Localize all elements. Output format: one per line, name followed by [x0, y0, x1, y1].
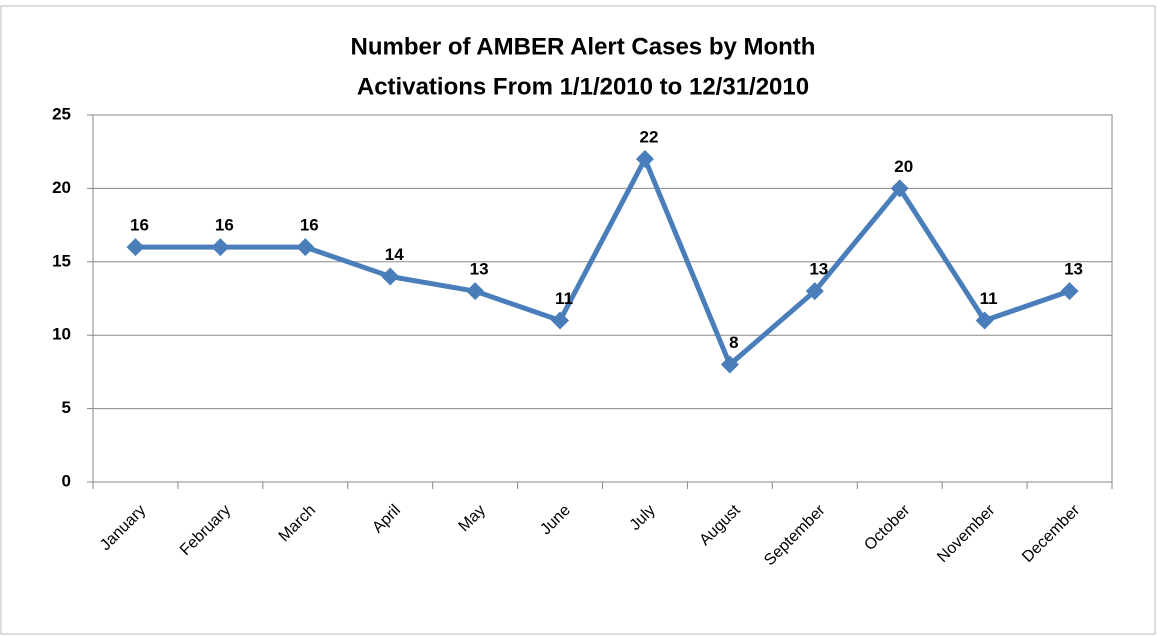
marker — [551, 311, 570, 330]
data-label: 20 — [894, 157, 913, 176]
marker — [975, 311, 994, 330]
chart-subtitle: Activations From 1/1/2010 to 12/31/2010 — [357, 73, 809, 100]
series-line — [135, 156, 1071, 368]
marker — [211, 238, 230, 257]
data-label: 16 — [300, 216, 319, 235]
marker — [1060, 282, 1079, 301]
marker — [296, 238, 315, 257]
y-tick-label: 5 — [62, 398, 71, 417]
y-tick-label: 15 — [52, 251, 71, 270]
data-label: 16 — [215, 216, 234, 235]
chart-title: Number of AMBER Alert Cases by Month — [351, 33, 816, 60]
data-label: 14 — [385, 245, 404, 264]
marker — [466, 282, 485, 301]
data-label: 13 — [809, 260, 828, 279]
y-tick-label: 0 — [62, 471, 71, 490]
marker — [890, 179, 909, 198]
marker — [381, 267, 400, 286]
marker — [720, 355, 739, 374]
data-label: 16 — [130, 216, 149, 235]
y-tick-label: 20 — [52, 178, 71, 197]
marker — [805, 282, 824, 301]
data-label: 13 — [1064, 260, 1083, 279]
data-label: 8 — [729, 333, 738, 352]
marker — [126, 238, 145, 257]
data-label: 13 — [470, 260, 489, 279]
data-label: 11 — [555, 289, 573, 308]
data-label: 22 — [639, 128, 658, 147]
data-label: 11 — [980, 289, 998, 308]
y-tick-label: 25 — [52, 104, 71, 123]
chart-frame — [0, 5, 1156, 635]
y-tick-label: 10 — [52, 325, 71, 344]
marker — [635, 150, 654, 169]
